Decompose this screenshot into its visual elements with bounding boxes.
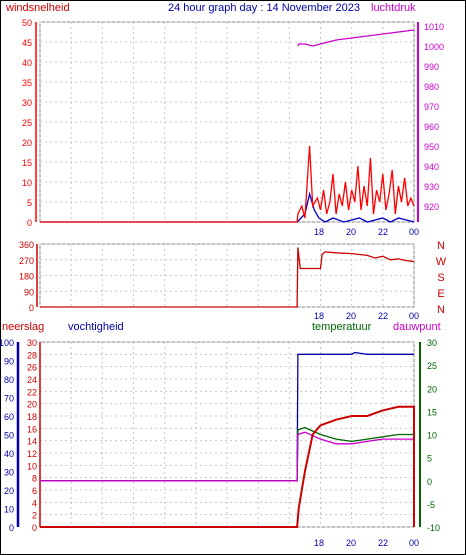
tick-label-rain-percent: 60 — [4, 412, 14, 422]
tick-label-pressure: 960 — [424, 122, 439, 132]
compass-label: S — [437, 272, 444, 284]
tick-label-temperature: -5 — [427, 500, 435, 510]
tick-label-humidity-scale: 16 — [27, 424, 37, 434]
label-vochtigheid: vochtigheid — [68, 321, 124, 333]
tick-label-temperature: 25 — [427, 361, 437, 371]
tick-label-temperature: 5 — [427, 454, 432, 464]
tick-label-humidity-scale: 10 — [27, 461, 37, 471]
tick-label-temperature: 10 — [427, 431, 437, 441]
tick-label-wind: 15 — [22, 158, 32, 168]
tick-label-wind: 25 — [22, 118, 32, 128]
x-tick-label: 20 — [346, 538, 356, 548]
tick-label-humidity-scale: 14 — [27, 437, 37, 447]
tick-label-pressure: 980 — [424, 82, 439, 92]
tick-label-temperature: 30 — [427, 338, 437, 348]
compass-label: N — [437, 240, 445, 252]
tick-label-humidity-scale: 12 — [27, 449, 37, 459]
tick-label-humidity-scale: 28 — [27, 350, 37, 360]
tick-label-pressure: 970 — [424, 102, 439, 112]
x-tick-label: 20 — [346, 311, 356, 321]
tick-label-pressure: 990 — [424, 62, 439, 72]
tick-label-humidity-scale: 24 — [27, 375, 37, 385]
tick-label-direction: 270 — [19, 256, 34, 266]
tick-label-pressure: 1000 — [424, 42, 444, 52]
tick-label-humidity-scale: 2 — [32, 511, 37, 521]
tick-label-wind: 35 — [22, 78, 32, 88]
tick-label-rain-percent: 30 — [4, 468, 14, 478]
compass-label: E — [437, 288, 444, 300]
tick-label-rain-percent: 100 — [0, 338, 14, 348]
tick-label-rain-percent: 40 — [4, 449, 14, 459]
humidity-temperature-panel: 0246810121416182022242628300102030405060… — [0, 338, 440, 548]
tick-label-temperature: 0 — [427, 477, 432, 487]
left-axis-label-windsnelheid: windsnelheid — [5, 2, 70, 14]
x-tick-label: 18 — [314, 538, 324, 548]
series-gust — [40, 191, 415, 223]
tick-label-wind: 0 — [27, 218, 32, 228]
tick-label-direction: 360 — [19, 240, 34, 250]
series-wind-speed — [40, 145, 415, 223]
series-pressure — [297, 29, 415, 47]
tick-label-pressure: 940 — [424, 162, 439, 172]
x-tick-label: 00 — [409, 227, 419, 237]
tick-label-humidity-scale: 0 — [32, 523, 37, 533]
tick-label-wind: 45 — [22, 38, 32, 48]
tick-label-humidity-scale: 4 — [32, 498, 37, 508]
tick-label-pressure: 1010 — [424, 22, 444, 32]
series-rain — [40, 405, 415, 528]
tick-label-humidity-scale: 18 — [27, 412, 37, 422]
tick-label-rain-percent: 0 — [9, 523, 14, 533]
tick-label-rain-percent: 70 — [4, 394, 14, 404]
x-tick-label: 00 — [409, 538, 419, 548]
right-axis-label-luchtdruk: luchtdruk — [371, 2, 416, 14]
tick-label-humidity-scale: 8 — [32, 474, 37, 484]
label-neerslag: neerslag — [2, 321, 44, 333]
compass-label: N — [437, 304, 445, 316]
tick-label-temperature: 20 — [427, 384, 437, 394]
tick-label-temperature: 15 — [427, 407, 437, 417]
chart-title: 24 hour graph day : 14 November 2023 — [168, 2, 360, 14]
tick-label-humidity-scale: 20 — [27, 400, 37, 410]
series-humidity — [40, 351, 414, 482]
tick-label-humidity-scale: 22 — [27, 387, 37, 397]
tick-label-wind: 50 — [22, 18, 32, 28]
tick-label-pressure: 950 — [424, 142, 439, 152]
x-tick-label: 00 — [409, 311, 419, 321]
tick-label-wind: 20 — [22, 138, 32, 148]
x-tick-label: 18 — [314, 311, 324, 321]
tick-label-rain-percent: 90 — [4, 357, 14, 367]
tick-label-direction: 0 — [29, 303, 34, 313]
series-wind-direction — [40, 247, 415, 308]
tick-label-rain-percent: 10 — [4, 505, 14, 515]
tick-label-wind: 30 — [22, 98, 32, 108]
tick-label-humidity-scale: 26 — [27, 363, 37, 373]
label-temperatuur: temperatuur — [312, 321, 372, 333]
tick-label-rain-percent: 20 — [4, 486, 14, 496]
compass-label: W — [436, 256, 447, 268]
x-tick-label: 20 — [346, 227, 356, 237]
tick-label-humidity-scale: 6 — [32, 486, 37, 496]
tick-label-rain-percent: 50 — [4, 431, 14, 441]
x-tick-label: 22 — [378, 311, 388, 321]
x-tick-label: 22 — [378, 538, 388, 548]
series-dewpoint — [40, 431, 414, 482]
x-tick-label: 18 — [314, 227, 324, 237]
tick-label-wind: 10 — [22, 178, 32, 188]
tick-label-pressure: 930 — [424, 182, 439, 192]
tick-label-direction: 180 — [19, 272, 34, 282]
tick-label-wind: 40 — [22, 58, 32, 68]
tick-label-wind: 5 — [27, 198, 32, 208]
tick-label-temperature: -10 — [427, 523, 440, 533]
label-dauwpunt: dauwpunt — [393, 321, 441, 333]
tick-label-humidity-scale: 30 — [27, 338, 37, 348]
tick-label-direction: 90 — [24, 287, 34, 297]
x-tick-label: 22 — [378, 227, 388, 237]
wind-pressure-panel: 0 5 10 15 20 25 30 35 40 45 50 920 930 940 950 960 970 98… — [22, 18, 444, 237]
tick-label-pressure: 920 — [424, 202, 439, 212]
tick-label-rain-percent: 80 — [4, 375, 14, 385]
